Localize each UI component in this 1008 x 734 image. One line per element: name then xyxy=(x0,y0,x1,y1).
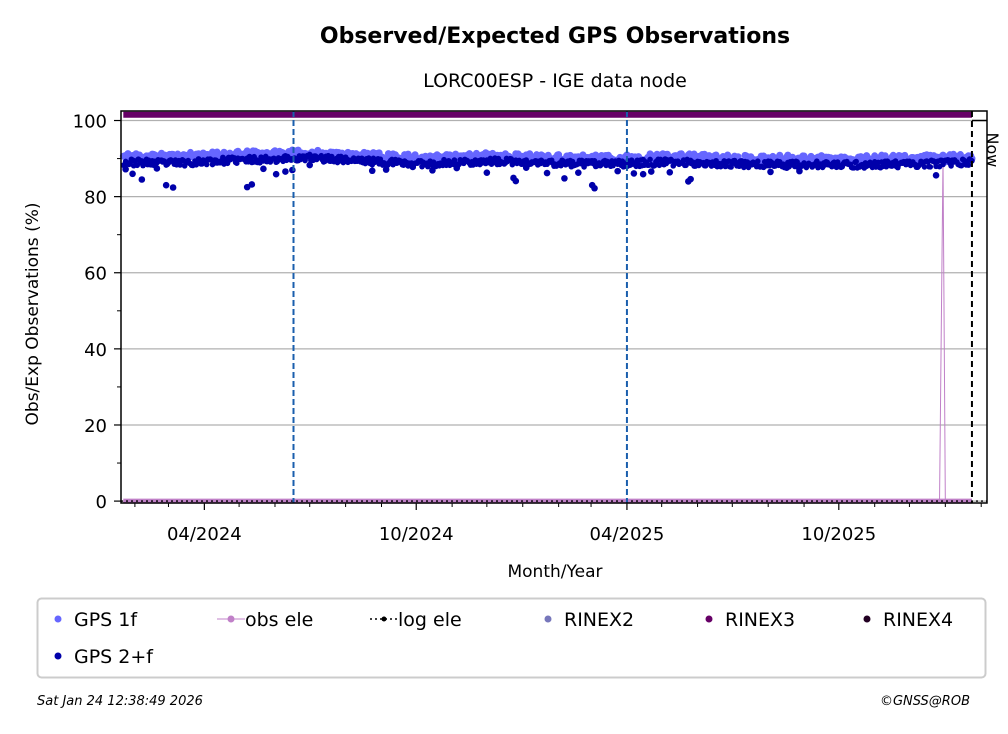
legend-entry: RINEX4 xyxy=(863,609,953,631)
x-axis-label: Month/Year xyxy=(507,562,602,582)
gps-2f-outlier xyxy=(783,164,791,172)
gps-2f-outlier xyxy=(138,176,146,183)
legend: GPS 1f obs ele log ele RINEX2 RINEX3 RINEX4 GP… xyxy=(54,609,953,668)
gps-2f-point xyxy=(921,164,928,170)
gps-2f-outlier xyxy=(543,169,551,177)
plot-area: 0 20 40 60 80 100 04/2024 10/2024 04/2025 10/2025… xyxy=(73,110,1002,545)
x-tick-label: 04/2025 xyxy=(590,524,665,545)
legend-label: GPS 2+f xyxy=(74,646,154,668)
legend-marker xyxy=(705,615,713,623)
gps-2f-outlier xyxy=(162,181,170,189)
gps-2f-outlier xyxy=(522,164,530,172)
legend-entry: GPS 2+f xyxy=(54,646,154,668)
gps-2f-outlier xyxy=(129,170,136,178)
legend-marker xyxy=(544,615,552,623)
legend-label: log ele xyxy=(398,609,462,631)
gps-2f-point xyxy=(927,164,934,170)
y-tick-label: 20 xyxy=(84,416,107,437)
gps-2f-outlier xyxy=(169,184,177,191)
gps-2f-outlier xyxy=(561,175,568,182)
gps-2f-outlier xyxy=(122,165,129,173)
gps-2f-outlier xyxy=(409,163,417,171)
gps-2f-outlier xyxy=(248,181,256,188)
plot-frame xyxy=(120,110,988,504)
legend-label: RINEX3 xyxy=(725,609,795,631)
legend-entry: RINEX2 xyxy=(544,609,634,631)
gps-2f-outlier xyxy=(382,166,390,173)
chart-title: Observed/Expected GPS Observations xyxy=(320,24,790,49)
gps-2f-outlier xyxy=(282,168,289,175)
y-tick-label: 60 xyxy=(84,264,107,285)
legend-entry: RINEX3 xyxy=(705,609,795,631)
generated-timestamp: Sat Jan 24 12:38:49 2026 xyxy=(37,694,203,709)
gps-2f-point xyxy=(581,164,587,170)
gps-2f-outlier xyxy=(647,168,655,175)
gps-2f-point xyxy=(741,164,747,171)
gps-2f-outlier xyxy=(272,170,280,178)
gps-2f-outlier xyxy=(932,172,940,179)
legend-marker xyxy=(381,616,387,622)
gps-2f-outlier xyxy=(429,167,436,174)
legend-label: RINEX4 xyxy=(883,609,953,631)
y-tick-label: 100 xyxy=(73,112,107,133)
gps-2f-outlier xyxy=(289,166,296,174)
legend-label: obs ele xyxy=(245,609,313,631)
gps-2f-outlier xyxy=(575,169,582,176)
chart-subtitle: LORC00ESP - IGE data node xyxy=(423,70,687,92)
gps-2f-point xyxy=(318,152,325,159)
legend-marker xyxy=(54,615,62,623)
gps-2f-point xyxy=(853,158,859,165)
gps-2f-outlier xyxy=(639,170,647,178)
gps-2f-outlier xyxy=(591,184,598,192)
gps-2f-point xyxy=(892,158,899,164)
gps-2f-point xyxy=(969,158,975,164)
legend-entry: log ele xyxy=(370,609,462,631)
legend-marker xyxy=(54,652,62,660)
legend-box xyxy=(36,597,987,679)
legend-marker xyxy=(227,615,235,623)
gps-2f-point xyxy=(647,156,653,163)
x-tick-label: 10/2025 xyxy=(801,524,876,545)
y-tick-label: 80 xyxy=(84,188,107,209)
gps-2f-outlier xyxy=(614,167,621,175)
gps-2f-outlier xyxy=(483,169,491,176)
gps-2f-point xyxy=(965,162,972,168)
x-tick-label: 10/2024 xyxy=(379,524,454,545)
x-tick-label: 04/2024 xyxy=(167,524,242,545)
gps-2f-outlier xyxy=(306,161,314,169)
legend-label: RINEX2 xyxy=(564,609,634,631)
legend-marker xyxy=(863,615,871,623)
gps-2f-outlier xyxy=(453,164,461,172)
copyright-credit: ©GNSS@ROB xyxy=(879,694,970,709)
legend-entry: GPS 1f xyxy=(54,609,138,631)
gps-2f-point xyxy=(203,161,210,168)
y-tick-label: 0 xyxy=(96,492,107,513)
gps-2f-outlier xyxy=(630,170,638,177)
legend-entry: obs ele xyxy=(217,609,313,631)
gps-2f-outlier xyxy=(666,168,674,176)
legend-label: GPS 1f xyxy=(74,609,138,631)
gps-2f-outlier xyxy=(512,177,520,185)
gps-2f-outlier xyxy=(796,167,803,175)
now-label: Now xyxy=(983,133,1002,168)
obs-ele-line xyxy=(123,158,972,502)
gps-2f-outlier xyxy=(260,165,267,173)
gps-2f-point xyxy=(365,155,372,161)
y-tick-label: 40 xyxy=(84,340,107,361)
gps-2f-outlier xyxy=(368,167,376,175)
gps-2f-outlier xyxy=(153,165,161,172)
y-axis-label: Obs/Exp Observations (%) xyxy=(23,203,43,426)
gps-2f-outlier xyxy=(687,175,694,183)
gps-2f-point xyxy=(754,158,761,164)
gps-2f-outlier xyxy=(767,168,774,176)
